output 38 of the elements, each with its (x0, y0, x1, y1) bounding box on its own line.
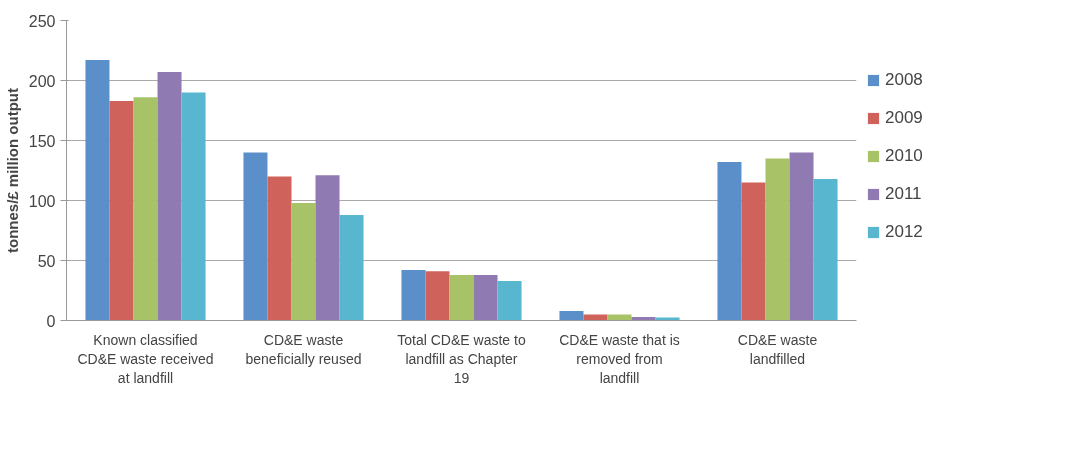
x-tick-label: CD&E waste that is removed from landfill (559, 331, 680, 386)
bar (473, 274, 498, 321)
bar (789, 152, 814, 321)
bar (401, 270, 426, 321)
bar (741, 182, 766, 321)
y-tick-label: 150 (28, 132, 56, 150)
x-tick-label: CD&E waste landfilled (737, 331, 818, 367)
bar (315, 175, 340, 321)
y-tick-label: 0 (46, 312, 56, 330)
bar (85, 60, 110, 321)
bar (813, 178, 838, 321)
x-tick-label: CD&E waste beneficially reused (245, 331, 362, 367)
x-tick-label: Known classified CD&E waste received at landfill (77, 331, 214, 386)
bar (449, 274, 474, 321)
legend-label: 2009 (885, 108, 923, 128)
legend-label: 2010 (885, 146, 923, 166)
bar (559, 310, 584, 321)
y-tick-label: 50 (37, 252, 56, 270)
bar (157, 72, 182, 321)
legend-label: 2012 (885, 222, 923, 242)
bar (181, 92, 206, 321)
bar (339, 214, 364, 321)
bar (267, 176, 292, 321)
bar (497, 280, 522, 321)
y-tick-label: 250 (28, 12, 56, 30)
y-tick-label: 100 (28, 192, 56, 210)
bar (765, 158, 790, 321)
legend-label: 2011 (885, 184, 922, 204)
bar (243, 152, 268, 321)
bar (133, 97, 158, 321)
bar (425, 271, 450, 321)
bar (109, 100, 134, 321)
legend-label: 2008 (885, 70, 923, 90)
bar (291, 202, 316, 321)
y-tick-label: 200 (28, 72, 56, 90)
x-tick-label: Total CD&E waste to landfill as Chapter 19 (397, 331, 526, 386)
bar (717, 162, 742, 321)
y-axis-title: tonnes/£ million output (3, 87, 21, 253)
